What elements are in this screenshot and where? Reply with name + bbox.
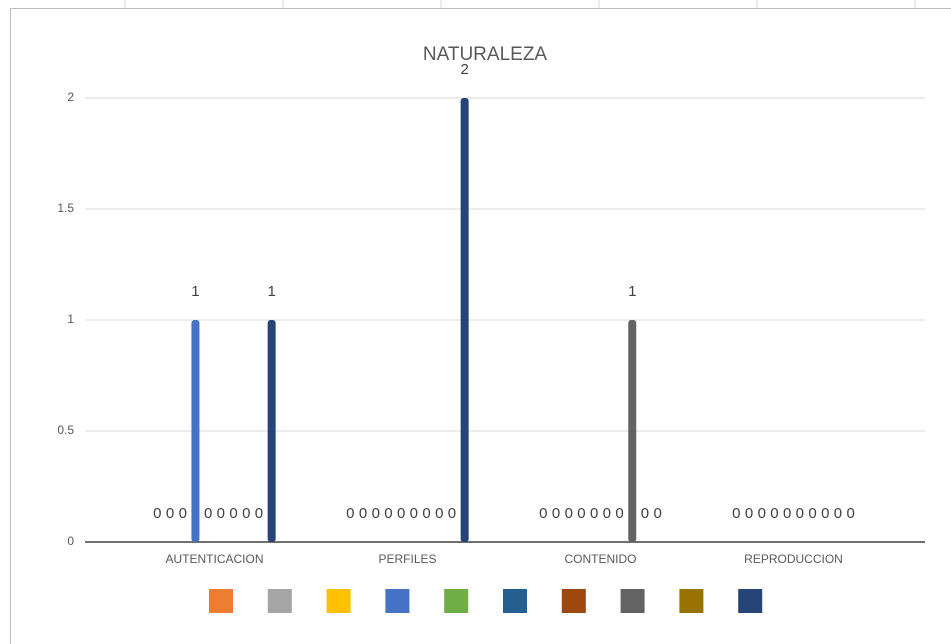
legend-swatch bbox=[679, 589, 704, 613]
chart-title: NATURALEZA bbox=[423, 44, 548, 65]
data-label: 0 bbox=[229, 505, 237, 522]
x-tick-label: REPRODUCCION bbox=[744, 552, 843, 566]
data-label: 0 bbox=[565, 505, 573, 522]
x-tick-label: PERFILES bbox=[378, 552, 436, 566]
data-label: 0 bbox=[603, 505, 611, 522]
data-label: 0 bbox=[770, 505, 778, 522]
legend-swatch bbox=[209, 589, 233, 613]
bar bbox=[460, 98, 469, 542]
data-label: 0 bbox=[783, 505, 791, 522]
data-label: 0 bbox=[153, 505, 161, 522]
data-label: 0 bbox=[255, 505, 263, 522]
legend-swatch bbox=[561, 589, 586, 613]
data-label: 1 bbox=[628, 283, 636, 300]
data-label: 0 bbox=[590, 505, 598, 522]
x-tick-label: AUTENTICACION bbox=[165, 552, 263, 566]
data-label: 0 bbox=[372, 505, 380, 522]
data-label: 0 bbox=[448, 505, 456, 522]
data-label: 0 bbox=[397, 505, 405, 522]
data-label: 0 bbox=[359, 505, 367, 522]
legend-swatch bbox=[620, 589, 645, 613]
data-label: 0 bbox=[834, 505, 842, 522]
data-label: 2 bbox=[460, 61, 468, 78]
data-label: 0 bbox=[539, 505, 547, 522]
data-label: 0 bbox=[204, 505, 212, 522]
data-label: 1 bbox=[267, 283, 275, 300]
data-label: 0 bbox=[410, 505, 418, 522]
data-label: 0 bbox=[577, 505, 585, 522]
x-tick-label: CONTENIDO bbox=[565, 552, 637, 566]
legend-swatch bbox=[267, 589, 292, 613]
y-tick-label: 0.5 bbox=[57, 423, 74, 437]
data-label: 0 bbox=[641, 505, 649, 522]
data-label: 0 bbox=[435, 505, 443, 522]
data-label: 1 bbox=[191, 283, 199, 300]
chart-area bbox=[10, 8, 951, 644]
data-label: 0 bbox=[821, 505, 829, 522]
y-tick-label: 1.5 bbox=[57, 201, 74, 215]
y-tick-label: 0 bbox=[67, 534, 74, 548]
bar bbox=[267, 320, 276, 542]
data-label: 0 bbox=[217, 505, 225, 522]
data-label: 0 bbox=[653, 505, 661, 522]
data-label: 0 bbox=[179, 505, 187, 522]
data-label: 0 bbox=[758, 505, 766, 522]
legend-swatch bbox=[738, 589, 763, 613]
data-label: 0 bbox=[552, 505, 560, 522]
y-tick-label: 1 bbox=[67, 312, 74, 326]
legend-swatch bbox=[503, 589, 527, 613]
data-label: 0 bbox=[384, 505, 392, 522]
legend-swatch bbox=[444, 589, 469, 613]
bar bbox=[191, 320, 200, 542]
data-label: 0 bbox=[808, 505, 816, 522]
bar bbox=[628, 320, 637, 542]
data-label: 0 bbox=[846, 505, 854, 522]
data-label: 0 bbox=[615, 505, 623, 522]
data-label: 0 bbox=[732, 505, 740, 522]
legend-swatch bbox=[326, 589, 351, 613]
data-label: 0 bbox=[346, 505, 354, 522]
data-label: 0 bbox=[745, 505, 753, 522]
y-tick-label: 2 bbox=[67, 90, 74, 104]
data-label: 0 bbox=[422, 505, 430, 522]
data-label: 0 bbox=[796, 505, 804, 522]
data-label: 0 bbox=[242, 505, 250, 522]
data-label: 0 bbox=[166, 505, 174, 522]
legend-swatch bbox=[385, 589, 410, 613]
